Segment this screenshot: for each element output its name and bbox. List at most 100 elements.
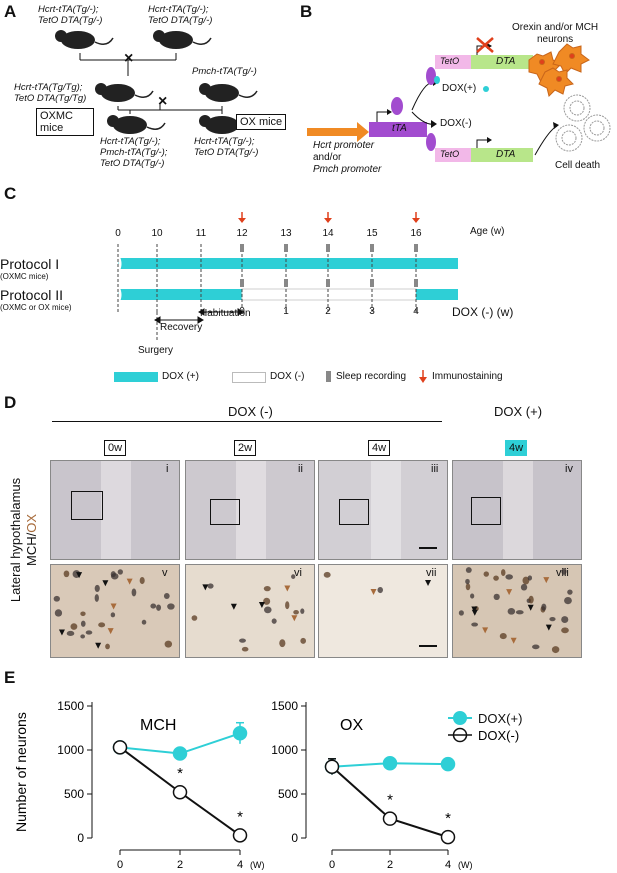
block-x-icon: [476, 37, 494, 53]
neuron-cell: [458, 610, 464, 616]
x-unit-label: (W): [458, 860, 473, 870]
age-tick-label: 13: [280, 228, 292, 239]
neuron-cell: [471, 622, 479, 627]
oxmc-mice-box: OXMC mice: [36, 108, 94, 136]
neuron-cell: [532, 644, 540, 650]
neuron-cell: [515, 610, 524, 615]
tta-protein-icon: [391, 97, 403, 115]
panel-a-letter: A: [4, 2, 17, 21]
micrograph-iv: [452, 460, 582, 560]
neuron-icon: [552, 43, 590, 75]
cross-symbol: ×: [124, 50, 134, 67]
neuron-cell: [505, 574, 513, 580]
y-tick-label: 500: [64, 787, 84, 801]
protocol2-label: Protocol II (OXMC or OX mice): [0, 287, 72, 312]
roman-iii: iii: [431, 463, 439, 475]
legend-dox-plus-label: DOX(+): [478, 711, 522, 726]
mouse4-genotype: Pmch-tTA(Tg/-): [192, 66, 257, 77]
arrowhead-marker: [510, 637, 517, 644]
neuron-cell: [117, 569, 123, 575]
neuron-cell: [139, 577, 145, 585]
neuron-cell: [163, 593, 170, 599]
chart-title: OX: [340, 717, 363, 734]
data-point-dox-minus: [324, 759, 340, 774]
legend-dox-minus-label: DOX (-): [270, 371, 305, 382]
dta-top-label: DTA: [496, 56, 516, 67]
micrograph-ii: [185, 460, 315, 560]
age-tick-label: 10: [151, 228, 163, 239]
age-tick-label: 15: [366, 228, 378, 239]
roman-ii: ii: [298, 463, 303, 475]
arrowhead-marker: [545, 624, 552, 631]
mouse-icon: [199, 83, 258, 102]
neuron-cell: [291, 574, 296, 580]
dox-tick-label: 4: [413, 306, 419, 317]
arrowhead-marker: [58, 629, 65, 636]
dead-cell-icon: [555, 94, 611, 152]
recovery-label: Recovery: [160, 322, 203, 333]
arrowhead-marker: [258, 602, 265, 609]
dox-minus-underline: [52, 421, 442, 422]
neuron-cell: [493, 575, 499, 581]
panel-c-letter: C: [4, 184, 17, 203]
x-tick-label: 2: [177, 859, 183, 871]
y-tick-label: 0: [291, 831, 298, 845]
neuron-cell: [80, 611, 86, 617]
neuron-cell: [263, 597, 271, 605]
significance-star: *: [445, 810, 451, 827]
neuron-cell: [522, 576, 530, 585]
micrograph-iii: [318, 460, 448, 560]
neuron-cell: [141, 619, 147, 625]
roman-v: v: [162, 567, 168, 579]
roman-iv: iv: [565, 463, 573, 475]
y-tick-label: 0: [77, 831, 84, 845]
y-axis-label: Number of neurons: [13, 712, 29, 832]
data-point-dox-minus: [112, 740, 128, 755]
x-tick-label: 0: [329, 859, 335, 871]
neuron-cell: [164, 640, 173, 648]
neuron-cell: [271, 618, 277, 624]
col-label-4w: 4w: [368, 440, 391, 456]
micrograph-vii: [318, 564, 448, 658]
y-tick-label: 1000: [271, 743, 298, 757]
neuron-cell: [80, 620, 86, 627]
data-point-dox-plus: [440, 756, 456, 772]
arrowhead-marker: [482, 627, 489, 634]
dox-tick-label: 3: [369, 306, 375, 317]
neuron-cell: [105, 643, 110, 650]
neuron-cell: [377, 587, 384, 594]
mouse3-genotype: Hcrt-tTA(Tg/Tg); TetO DTA(Tg/Tg): [14, 82, 87, 104]
neuron-cell: [493, 593, 500, 600]
data-point-dox-plus: [172, 746, 188, 761]
x-tick-label: 4: [445, 859, 451, 871]
ox-mice-box: OX mice: [236, 114, 287, 130]
arrowhead-marker: [284, 585, 291, 592]
micrograph-i: [50, 460, 180, 560]
panel-e-letter: E: [4, 668, 16, 687]
micrograph-cells: [53, 567, 573, 654]
neuron-cell: [53, 595, 60, 602]
cell-death-label: Cell death: [555, 160, 601, 171]
arrowhead-marker: [110, 603, 117, 610]
neuron-cell: [323, 571, 331, 578]
teto-top-label: TetO: [440, 56, 460, 66]
neuron-cell: [156, 604, 162, 611]
neuron-cell: [167, 603, 175, 610]
neuron-cell: [263, 606, 272, 614]
panel-b-letter: B: [300, 2, 313, 21]
arrowhead-marker: [370, 588, 377, 595]
neuron-cell: [285, 601, 290, 610]
arrowhead-marker: [471, 606, 478, 613]
mouse-icon: [107, 115, 166, 134]
age-tick-label: 12: [236, 228, 248, 239]
dox-molecule-icon: [483, 86, 489, 92]
neuron-cell: [527, 575, 533, 581]
legend-dox-plus-swatch: [114, 372, 158, 382]
neuron-cell: [520, 583, 528, 591]
mouse-icon: [153, 30, 212, 49]
x-tick-label: 2: [387, 859, 393, 871]
roman-i: i: [166, 463, 169, 475]
arrowhead-marker: [102, 580, 109, 587]
promoter-label: Hcrt promoter and/or Pmch promoter: [313, 140, 382, 175]
neuron-cell: [63, 570, 70, 578]
